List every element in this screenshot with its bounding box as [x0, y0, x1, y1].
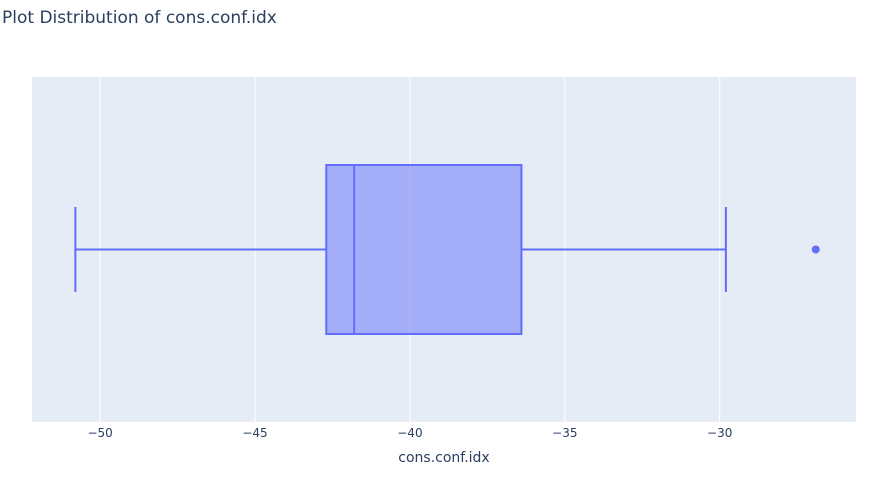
x-tick-label: −45 [242, 426, 267, 440]
x-tick-label: −50 [87, 426, 112, 440]
x-tick-label: −40 [397, 426, 422, 440]
x-tick-labels: −50 −45 −40 −35 −30 [87, 426, 732, 440]
x-axis-title: cons.conf.idx [398, 450, 489, 466]
x-tick-label: −35 [552, 426, 577, 440]
chart-title: Plot Distribution of cons.conf.idx [2, 8, 277, 28]
outlier-point [811, 245, 820, 254]
x-tick-label: −30 [707, 426, 732, 440]
iqr-box [325, 164, 523, 335]
box-trace [74, 164, 820, 335]
